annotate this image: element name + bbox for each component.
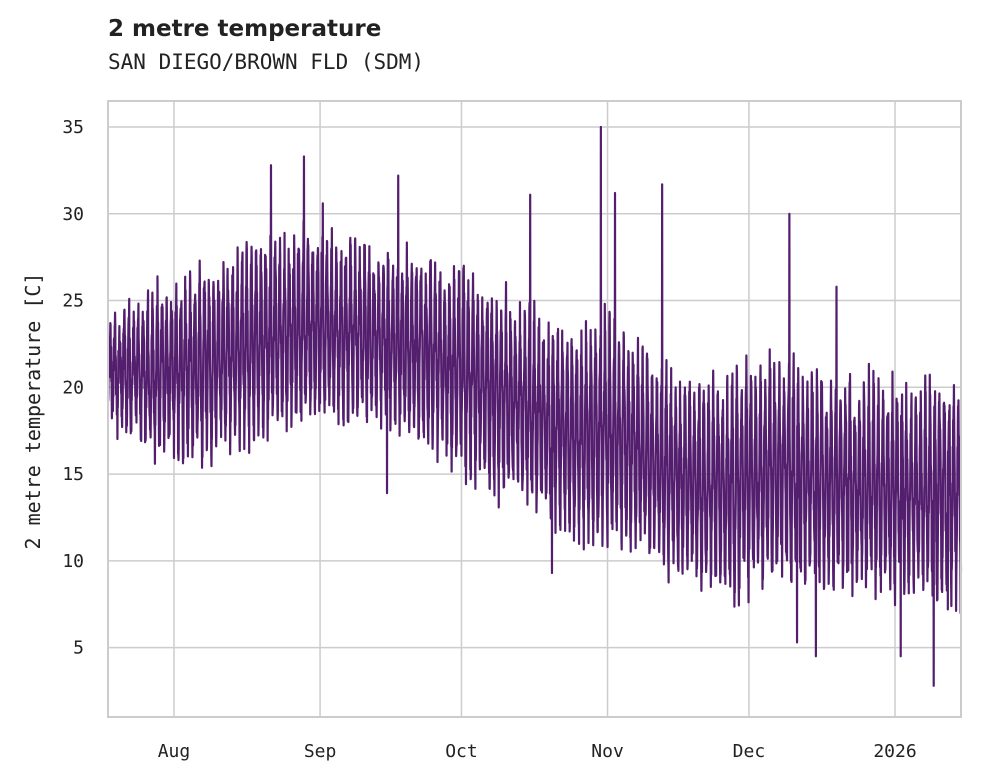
x-tick-label: Oct	[445, 741, 478, 762]
x-axis-ticks: Aug Sep Oct Nov Dec 2026	[158, 741, 917, 762]
x-tick-label: Sep	[304, 741, 337, 762]
temperature-series-line	[106, 125, 963, 687]
y-tick-label: 35	[62, 117, 84, 138]
y-tick-label: 15	[62, 464, 84, 485]
y-tick-label: 30	[62, 204, 84, 225]
y-tick-label: 20	[62, 377, 84, 398]
chart-subtitle: SAN DIEGO/BROWN FLD (SDM)	[108, 50, 425, 74]
series-layer	[106, 125, 963, 687]
x-tick-label: Aug	[158, 741, 191, 762]
y-tick-label: 10	[62, 551, 84, 572]
plot-frame	[107, 100, 962, 718]
y-tick-label: 25	[62, 291, 84, 312]
y-tick-label: 5	[73, 638, 84, 659]
x-tick-label: 2026	[873, 741, 916, 762]
x-tick-label: Nov	[591, 741, 624, 762]
y-axis-ticks: 5 10 15 20 25 30 35	[62, 117, 84, 659]
x-tick-label: Dec	[733, 741, 766, 762]
y-axis-label: 2 metre temperature [C]	[21, 273, 45, 550]
chart-title: 2 metre temperature	[108, 16, 382, 42]
